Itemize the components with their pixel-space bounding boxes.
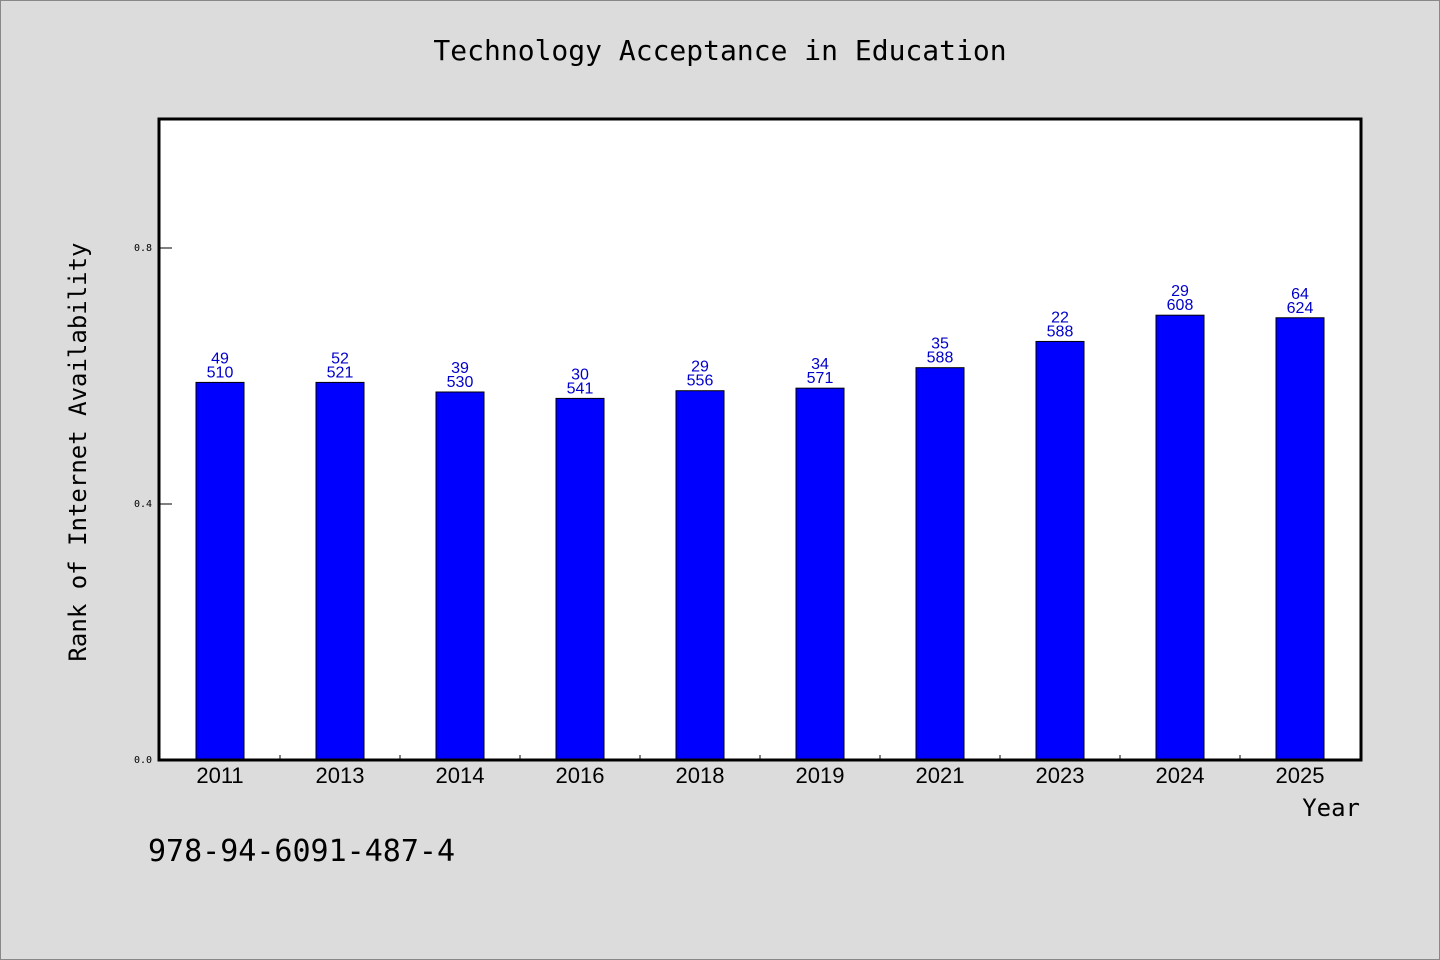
data-label-bottom: 556 [687, 373, 714, 390]
x-tick-label: 2014 [436, 763, 485, 788]
x-tick-label: 2016 [556, 763, 605, 788]
bar [555, 397, 605, 761]
x-tick-label: 2019 [796, 763, 845, 788]
isbn-text: 978-94-6091-487-4 [148, 834, 456, 869]
data-label-bottom: 588 [1047, 323, 1074, 340]
x-tick-label: 2018 [676, 763, 725, 788]
data-label-bottom: 571 [807, 370, 834, 387]
y-tick-label: 0.4 [134, 499, 152, 510]
y-axis-title: Rank of Internet Availability [64, 242, 92, 662]
data-label-top: 34 [811, 356, 829, 373]
data-label-top: 64 [1291, 286, 1309, 303]
x-tick-label: 2013 [316, 763, 365, 788]
x-tick-label: 2011 [196, 763, 243, 788]
bar [1035, 340, 1085, 761]
y-tick-label: 0.8 [134, 243, 152, 254]
data-label-top: 39 [451, 360, 469, 377]
bar [1275, 317, 1325, 761]
bar [435, 391, 485, 761]
bar [795, 387, 845, 761]
data-label-top: 29 [1171, 283, 1189, 300]
data-label-top: 49 [211, 350, 229, 367]
data-label-top: 30 [571, 366, 589, 383]
bar [915, 367, 965, 761]
data-label-bottom: 624 [1287, 300, 1314, 317]
data-label-bottom: 588 [927, 350, 954, 367]
data-label-top: 29 [691, 359, 709, 376]
bar [1155, 314, 1205, 761]
x-tick-label: 2025 [1276, 763, 1325, 788]
bar [675, 390, 725, 761]
x-tick-label: 2024 [1156, 763, 1205, 788]
bar [195, 381, 245, 761]
data-label-bottom: 510 [207, 364, 234, 381]
x-tick-label: 2021 [916, 763, 965, 788]
y-tick-label: 0.0 [134, 755, 152, 766]
data-label-bottom: 541 [567, 380, 594, 397]
data-label-bottom: 521 [327, 364, 354, 381]
chart-title: Technology Acceptance in Education [433, 34, 1007, 67]
bar [315, 381, 365, 761]
data-label-top: 22 [1051, 309, 1069, 326]
data-label-top: 52 [331, 350, 349, 367]
plot-border [157, 117, 1363, 762]
data-label-top: 35 [931, 336, 949, 353]
data-label-bottom: 608 [1167, 297, 1194, 314]
data-label-bottom: 530 [447, 374, 474, 391]
x-tick-label: 2023 [1036, 763, 1085, 788]
x-axis-title: Year [1302, 794, 1360, 822]
